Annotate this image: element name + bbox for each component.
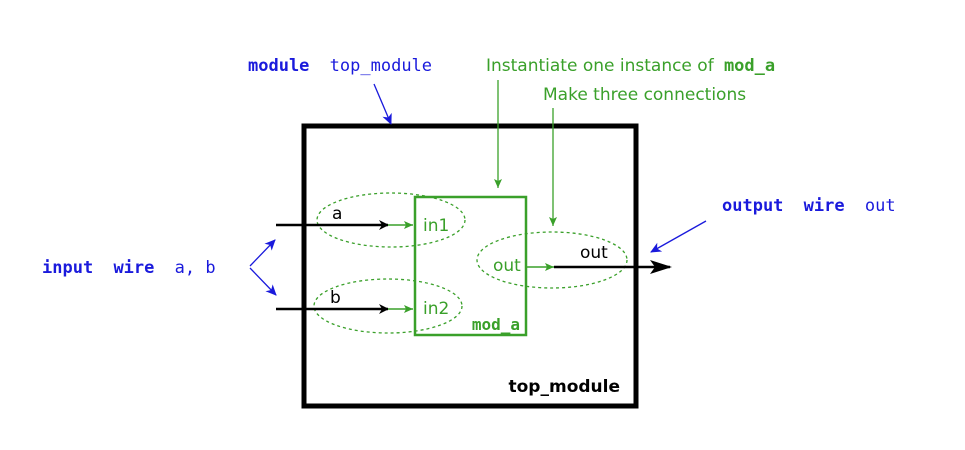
input-names: a, b	[175, 258, 216, 278]
port-in1-label: in1	[423, 216, 449, 236]
instantiate-note-line1: Instantiate one instance of mod_a	[486, 56, 775, 76]
port-out-label: out	[493, 256, 521, 276]
input-wire-keyword: wire	[113, 258, 154, 278]
signal-a-label: a	[332, 204, 342, 224]
output-pointer-arrow	[651, 221, 706, 252]
input-pointer-arrow-b	[250, 268, 276, 295]
module-pointer-arrow	[374, 84, 391, 124]
instantiate-note-module: mod_a	[724, 56, 775, 76]
module-keyword: module	[248, 56, 309, 76]
port-in2-label: in2	[423, 299, 449, 319]
input-declaration-label: input wire a, b	[42, 258, 216, 278]
signal-out-label: out	[580, 243, 608, 263]
output-declaration-label: output wire out	[722, 196, 896, 216]
mod-a-name: mod_a	[472, 315, 520, 334]
input-keyword: input	[42, 258, 93, 278]
output-keyword: output	[722, 196, 783, 216]
top-module-name: top_module	[509, 377, 621, 397]
instantiate-note-line2: Make three connections	[543, 85, 746, 105]
output-wire-keyword: wire	[804, 196, 845, 216]
instantiate-note-prefix: Instantiate one instance of	[486, 56, 715, 76]
module-name: top_module	[330, 56, 432, 76]
output-name: out	[865, 196, 896, 216]
input-pointer-arrow-a	[250, 240, 275, 266]
module-declaration-label: module top_module	[248, 56, 432, 76]
signal-b-label: b	[330, 288, 341, 308]
